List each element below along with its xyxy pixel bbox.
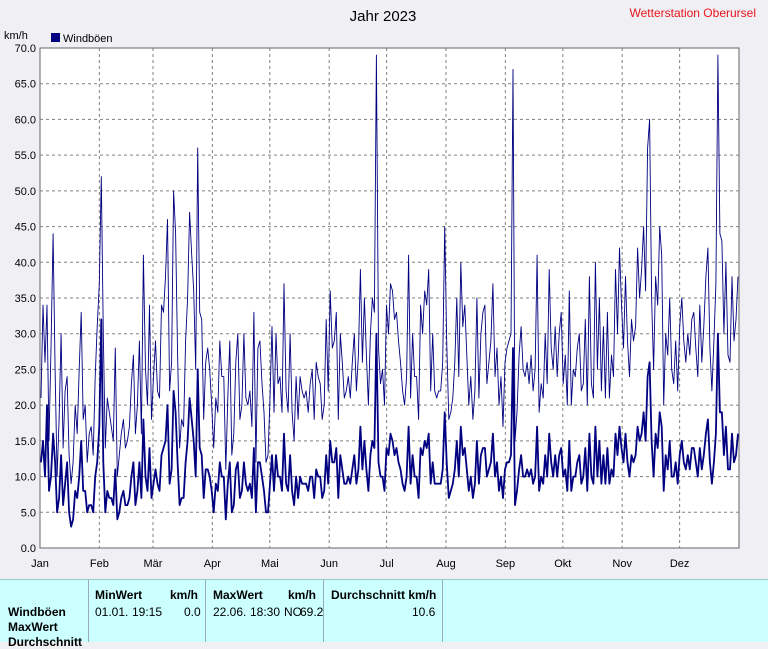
y-tick-label: 50.0 xyxy=(15,186,36,198)
max-header: MaxWert xyxy=(213,588,263,602)
stats-row-label-max: MaxWert xyxy=(8,620,58,634)
series-line-windboeen xyxy=(40,54,739,485)
y-tick-label: 25.0 xyxy=(15,364,36,376)
x-tick-label: Jun xyxy=(320,558,338,570)
min-header: MinWert xyxy=(95,588,143,602)
y-tick-label: 0.0 xyxy=(21,543,36,555)
y-tick-label: 35.0 xyxy=(15,293,36,305)
min-unit: km/h xyxy=(170,588,199,602)
legend-label: Windböen xyxy=(63,33,113,45)
x-tick-label: Nov xyxy=(612,558,632,570)
stats-col-min: MinWert km/h 01.01. 19:15 0.0 xyxy=(88,580,205,642)
stats-row-label-gusts: Windböen xyxy=(8,605,66,619)
y-tick-label: 45.0 xyxy=(15,222,36,234)
chart-title: Jahr 2023 xyxy=(350,8,417,25)
stats-row-label-avg: Durchschnitt xyxy=(8,635,83,649)
station-name: Wetterstation Oberursel xyxy=(630,6,757,20)
y-tick-label: 10.0 xyxy=(15,472,36,484)
max-value: 69.2 xyxy=(300,605,324,619)
y-tick-label: 60.0 xyxy=(15,114,36,126)
max-time: 18:30 xyxy=(250,605,281,619)
x-tick-label: Dez xyxy=(670,558,690,570)
legend-swatch xyxy=(51,33,60,42)
wind-gust-chart: Jahr 2023 Wetterstation Oberursel km/h W… xyxy=(4,6,757,570)
x-tick-label: Jul xyxy=(380,558,394,570)
x-tick-label: Sep xyxy=(496,558,516,570)
x-tick-label: Jan xyxy=(31,558,49,570)
y-tick-label: 15.0 xyxy=(15,436,36,448)
y-tick-label: 65.0 xyxy=(15,79,36,91)
avg-header: Durchschnitt km/h xyxy=(331,588,437,602)
stats-col-end xyxy=(442,580,443,642)
stats-col-max: MaxWert km/h 22.06. 18:30 NO 69.2 xyxy=(205,580,324,642)
min-date: 01.01. xyxy=(95,605,129,619)
y-tick-label: 55.0 xyxy=(15,150,36,162)
x-tick-label: Mär xyxy=(144,558,163,570)
series-line-windboeen-mean xyxy=(40,318,739,528)
x-tick-label: Aug xyxy=(436,558,456,570)
max-date: 22.06. xyxy=(213,605,247,619)
max-unit: km/h xyxy=(288,588,317,602)
avg-value: 10.6 xyxy=(412,605,436,619)
y-tick-label: 70.0 xyxy=(15,43,36,55)
x-tick-label: Okt xyxy=(554,558,571,570)
max-direction: NO xyxy=(284,605,302,619)
y-axis-unit: km/h xyxy=(4,30,28,42)
min-time: 19:15 xyxy=(132,605,163,619)
y-tick-label: 30.0 xyxy=(15,329,36,341)
x-tick-label: Mai xyxy=(261,558,279,570)
x-tick-label: Feb xyxy=(90,558,109,570)
statistics-panel: Windböen MaxWert Durchschnitt MinWert km… xyxy=(0,579,768,649)
y-tick-label: 20.0 xyxy=(15,400,36,412)
y-tick-label: 5.0 xyxy=(21,507,36,519)
min-value: 0.0 xyxy=(184,605,201,619)
x-tick-label: Apr xyxy=(204,558,221,570)
y-tick-label: 40.0 xyxy=(15,257,36,269)
stats-col-avg: Durchschnitt km/h 10.6 xyxy=(323,580,442,642)
